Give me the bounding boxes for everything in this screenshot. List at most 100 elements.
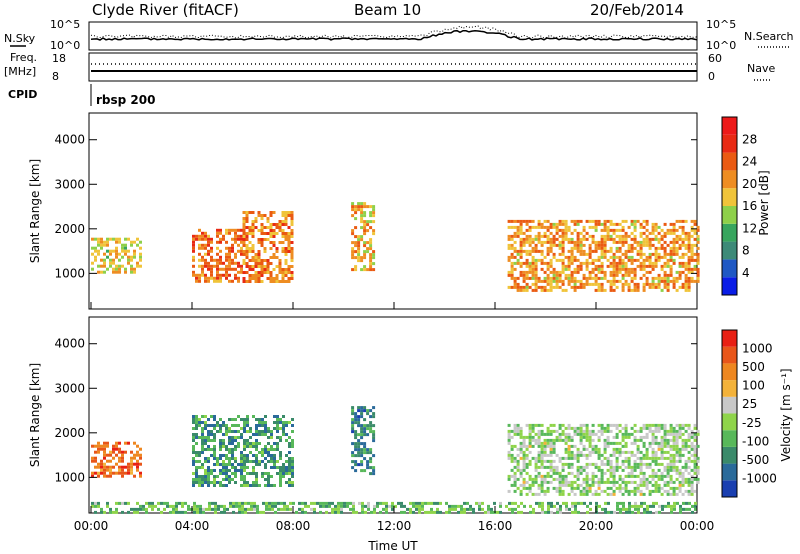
velocity-echo-cell bbox=[357, 445, 361, 449]
velocity-echo-cell bbox=[418, 501, 421, 505]
power-echo-cell bbox=[222, 234, 225, 238]
velocity-echo-cell bbox=[630, 426, 634, 430]
velocity-echo-cell bbox=[219, 457, 222, 460]
velocity-echo-cell bbox=[672, 456, 676, 460]
power-echo-cell bbox=[369, 238, 373, 242]
velocity-echo-cell bbox=[195, 469, 198, 472]
power-echo-cell bbox=[579, 219, 583, 223]
power-echo-cell bbox=[257, 238, 261, 241]
velocity-echo-cell bbox=[106, 441, 109, 445]
power-echo-cell bbox=[681, 237, 685, 241]
velocity-echo-cell bbox=[517, 504, 520, 508]
power-echo-cell bbox=[537, 219, 541, 223]
velocity-echo-cell bbox=[243, 421, 246, 424]
power-echo-cell bbox=[242, 271, 246, 274]
velocity-echo-cell bbox=[639, 480, 643, 484]
power-echo-cell bbox=[100, 240, 103, 244]
power-echo-cell bbox=[245, 250, 249, 253]
velocity-echo-cell bbox=[627, 480, 631, 484]
velocity-echo-cell bbox=[550, 510, 553, 514]
power-echo-cell bbox=[242, 250, 246, 253]
power-echo-cell bbox=[207, 249, 210, 253]
velocity-echo-cell bbox=[264, 463, 267, 466]
power-echo-cell bbox=[642, 219, 646, 223]
velocity-echo-cell bbox=[246, 466, 249, 469]
velocity-echo-cell bbox=[657, 444, 661, 448]
power-echo-cell bbox=[696, 267, 700, 271]
power-echo-cell bbox=[248, 280, 252, 283]
velocity-echo-cell bbox=[267, 436, 270, 439]
velocity-echo-cell bbox=[675, 447, 679, 451]
power-echo-cell bbox=[281, 250, 285, 253]
power-echo-cell bbox=[630, 231, 634, 235]
power-echo-cell bbox=[357, 238, 361, 242]
power-echo-cell bbox=[555, 258, 559, 262]
velocity-echo-cell bbox=[97, 474, 100, 478]
velocity-echo-cell bbox=[577, 501, 580, 505]
velocity-echo-cell bbox=[273, 484, 276, 487]
power-echo-cell bbox=[555, 225, 559, 229]
power-echo-cell bbox=[696, 261, 700, 265]
velocity-echo-cell bbox=[684, 423, 688, 427]
velocity-echo-cell bbox=[288, 460, 291, 463]
velocity-echo-cell bbox=[552, 423, 556, 427]
velocity-echo-cell bbox=[136, 465, 139, 469]
power-echo-cell bbox=[534, 237, 538, 241]
velocity-echo-cell bbox=[537, 432, 541, 436]
power-echo-cell bbox=[600, 285, 604, 289]
velocity-echo-cell bbox=[255, 481, 258, 484]
power-echo-cell bbox=[576, 279, 580, 283]
power-echo-cell bbox=[266, 259, 270, 262]
power-echo-cell bbox=[678, 285, 682, 289]
power-echo-cell bbox=[555, 270, 559, 274]
velocity-echo-cell bbox=[528, 441, 532, 445]
power-echo-cell bbox=[242, 217, 246, 220]
power-echo-cell bbox=[284, 250, 288, 253]
power-echo-cell bbox=[222, 267, 225, 271]
velocity-echo-cell bbox=[100, 444, 103, 448]
power-echo-cell bbox=[597, 258, 601, 262]
velocity-echo-cell bbox=[609, 468, 613, 472]
velocity-echo-cell bbox=[582, 492, 586, 496]
velocity-echo-cell bbox=[693, 459, 697, 463]
velocity-echo-cell bbox=[216, 481, 219, 484]
power-echo-cell bbox=[228, 252, 231, 256]
velocity-echo-cell bbox=[516, 447, 520, 451]
velocity-echo-cell bbox=[267, 475, 270, 478]
velocity-echo-cell bbox=[234, 439, 237, 442]
velocity-echo-cell bbox=[222, 478, 225, 481]
velocity-echo-cell bbox=[669, 462, 673, 466]
velocity-echo-cell bbox=[609, 474, 613, 478]
velocity-echo-cell bbox=[690, 432, 694, 436]
power-echo-cell bbox=[360, 205, 364, 209]
velocity-echo-cell bbox=[646, 504, 649, 508]
velocity-echo-cell bbox=[657, 456, 661, 460]
velocity-echo-cell bbox=[532, 507, 535, 511]
velocity-echo-cell bbox=[627, 456, 631, 460]
velocity-echo-cell bbox=[288, 472, 291, 475]
velocity-echo-cell bbox=[279, 478, 282, 481]
velocity-echo-cell bbox=[519, 441, 523, 445]
power-echo-cell bbox=[690, 276, 694, 280]
velocity-echo-cell bbox=[307, 504, 310, 508]
power-echo-cell bbox=[684, 273, 688, 277]
velocity-echo-cell bbox=[369, 457, 373, 461]
power-echo-cell bbox=[603, 240, 607, 244]
velocity-echo-cell bbox=[687, 450, 691, 454]
power-echo-cell bbox=[225, 255, 228, 259]
velocity-echo-cell bbox=[588, 441, 592, 445]
velocity-echo-cell bbox=[201, 481, 204, 484]
power-echo-cell bbox=[225, 246, 228, 250]
power-echo-cell bbox=[663, 282, 667, 286]
velocity-echo-cell bbox=[660, 435, 664, 439]
power-echo-cell bbox=[115, 240, 118, 244]
power-echo-cell bbox=[507, 246, 511, 250]
power-echo-cell bbox=[651, 225, 655, 229]
velocity-echo-cell bbox=[654, 426, 658, 430]
power-echo-cell bbox=[192, 258, 195, 262]
velocity-echo-cell bbox=[612, 468, 616, 472]
velocity-echo-cell bbox=[240, 463, 243, 466]
power-echo-cell bbox=[615, 234, 619, 238]
velocity-echo-cell bbox=[304, 501, 307, 505]
power-echo-cell bbox=[94, 237, 97, 241]
